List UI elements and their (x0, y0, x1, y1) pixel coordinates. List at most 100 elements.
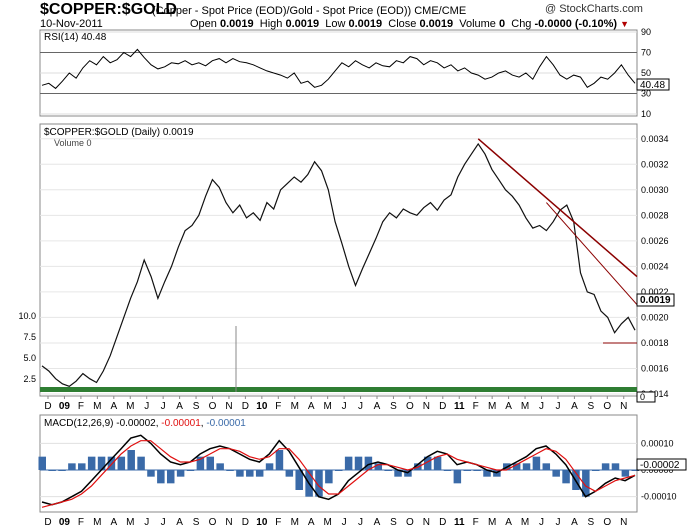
x-tick-label: A (374, 517, 381, 528)
price-tick-label: 0.0028 (641, 210, 669, 220)
macd-tick-label: -0.00010 (641, 492, 677, 502)
macd-value-box (636, 458, 687, 471)
x-tick-label: J (555, 401, 560, 412)
macd-histogram-bar (117, 456, 126, 470)
x-tick-label: N (225, 517, 232, 528)
macd-value-label: -0.00002 (640, 460, 680, 471)
macd-histogram-bar (196, 456, 205, 470)
x-tick-label: S (390, 401, 397, 412)
x-tick-label: M (488, 401, 496, 412)
macd-histogram-bar (364, 456, 373, 470)
x-tick-label: S (390, 517, 397, 528)
macd-histogram-bar (78, 463, 86, 470)
macd-histogram-bar (147, 470, 155, 477)
macd-histogram-bar (325, 470, 333, 484)
macd-histogram-bar (255, 470, 264, 477)
x-tick-label: A (374, 401, 381, 412)
x-tick-label: M (291, 401, 299, 412)
x-tick-label: A (571, 517, 578, 528)
macd-histogram-bar (562, 470, 570, 484)
low-label: Low (325, 18, 346, 30)
x-tick-label: O (406, 517, 414, 528)
macd-histogram-bar (552, 470, 560, 477)
open-label: Open (190, 18, 217, 30)
macd-title: MACD(12,26,9) (44, 418, 113, 429)
x-tick-label: O (209, 517, 217, 528)
price-tick-label: 0.0030 (641, 185, 669, 195)
price-frame (39, 123, 638, 397)
macd-histogram-bar (315, 470, 323, 497)
rsi-value-label: 40.48 (640, 80, 665, 91)
price-value-label: 0.0019 (640, 295, 671, 306)
trendline-upper (477, 138, 638, 278)
price-line (41, 142, 636, 387)
x-tick-label: F (275, 517, 281, 528)
x-tick-label: A (505, 401, 512, 412)
x-tick-label: J (144, 401, 149, 412)
macd-histogram-bar (216, 463, 224, 470)
macd-histogram-bar (38, 456, 46, 470)
x-tick-label: M (323, 517, 331, 528)
x-tick-label: O (406, 401, 414, 412)
macd-histogram-bar (87, 456, 96, 470)
x-tick-label: A (110, 401, 117, 412)
macd-histogram-bar (295, 470, 303, 490)
volume-label: Volume (459, 18, 496, 30)
x-tick-label: A (176, 401, 183, 412)
macd-signal-line (41, 440, 636, 508)
price-tick-label: 0.0026 (641, 236, 669, 246)
x-tick-label: J (539, 517, 544, 528)
macd-histogram-bar (483, 470, 491, 477)
macd-histogram-bar (601, 463, 610, 470)
chart-date: 10-Nov-2011 (40, 18, 103, 30)
x-tick-label: M (521, 401, 529, 412)
x-tick-label: F (275, 401, 281, 412)
macd-histogram-bar (176, 470, 185, 477)
volume-tick-label: 7.5 (23, 332, 36, 342)
x-tick-label: M (521, 517, 529, 528)
x-tick-label: N (620, 401, 627, 412)
high-value: 0.0019 (285, 18, 320, 30)
price-panel: 0.00140.00160.00180.00200.00220.00240.00… (18, 123, 675, 403)
volume-tick-label: 10.0 (18, 311, 36, 321)
macd-histogram-bar (157, 470, 165, 484)
x-tick-label: S (193, 401, 200, 412)
macd-title-row: MACD(12,26,9) -0.00002, -0.00001, -0.000… (44, 418, 246, 429)
rsi-title: RSI(14) 40.48 (44, 32, 107, 43)
x-tick-label: D (439, 401, 446, 412)
macd-histogram-bar (522, 463, 531, 470)
x-tick-label: 10 (256, 401, 268, 412)
x-tick-label: D (242, 401, 249, 412)
price-title: $COPPER:$GOLD (Daily) 0.0019 (44, 127, 194, 138)
macd-histogram-bar (265, 463, 274, 470)
x-tick-label: A (308, 517, 315, 528)
close-label: Close (388, 18, 417, 30)
macd-histogram-bar (423, 456, 432, 470)
down-arrow-icon: ▼ (620, 19, 630, 29)
price-tick-label: 0.0016 (641, 363, 669, 373)
volume-tick-label: 5.0 (23, 353, 36, 363)
macd-histogram-bar (166, 470, 175, 484)
macd-histogram-bar (97, 456, 106, 470)
x-tick-label: J (342, 517, 347, 528)
x-tick-label: 10 (256, 517, 268, 528)
macd-histogram-bar (246, 470, 254, 477)
x-tick-label: N (423, 401, 430, 412)
x-tick-label: A (110, 517, 117, 528)
x-tick-label: M (126, 401, 134, 412)
macd-histogram-bar (582, 470, 590, 497)
rsi-panel: 10 30 50 70 90 RSI(14) 40.48 40.48 (39, 27, 670, 119)
macd-histogram-bar (107, 456, 116, 470)
macd-histogram-bar (206, 456, 215, 470)
macd-histogram-bar (236, 470, 244, 477)
x-tick-label: M (126, 517, 134, 528)
macd-tick-label: 0.00010 (641, 438, 674, 448)
macd-histogram-bar (374, 463, 383, 470)
high-label: High (259, 18, 283, 30)
macd-histogram-bar (394, 470, 402, 477)
x-tick-label: D (439, 517, 446, 528)
x-tick-label: S (588, 401, 595, 412)
rsi-tick-label: 10 (641, 109, 651, 119)
rsi-tick-label: 70 (641, 48, 651, 58)
